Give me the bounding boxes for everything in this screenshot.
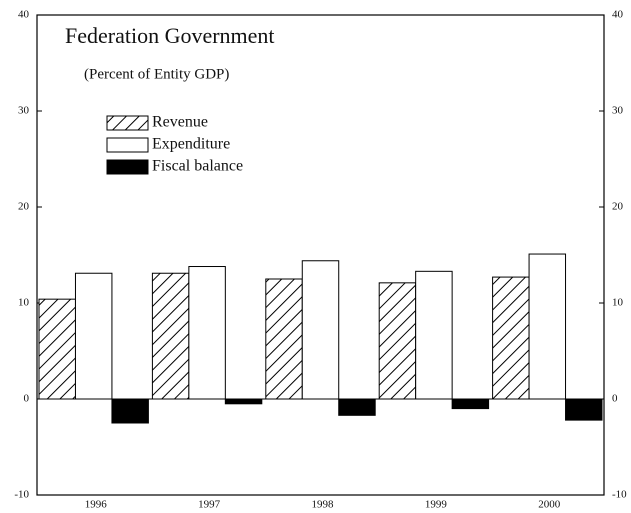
x-tick-label: 1999: [425, 499, 448, 511]
bar: [338, 398, 376, 416]
x-tick-label: 1996: [85, 499, 108, 511]
y-tick-label: -10: [14, 489, 29, 501]
chart-title: Federation Government: [65, 23, 275, 48]
bar: [74, 272, 113, 400]
bar: [415, 270, 453, 400]
y2-tick-label: 20: [612, 201, 624, 213]
x-tick-label: 1997: [198, 499, 221, 511]
legend-label: Expenditure: [152, 136, 230, 153]
bar: [151, 272, 190, 400]
legend-swatch: [106, 137, 149, 153]
x-tick-label: 2000: [538, 499, 561, 511]
bar: [301, 260, 340, 400]
y-tick-label: 10: [18, 297, 30, 309]
bar: [111, 398, 149, 424]
bar: [451, 398, 490, 410]
bar: [492, 276, 530, 400]
y2-tick-label: -10: [612, 489, 627, 501]
legend-swatch: [106, 115, 149, 131]
bar: [528, 253, 567, 400]
legend-label: Revenue: [152, 114, 208, 131]
y-tick-label: 40: [18, 9, 30, 21]
bar: [38, 298, 76, 400]
y-tick-label: 30: [18, 105, 30, 117]
bar: [265, 278, 303, 400]
y-tick-label: 0: [24, 393, 30, 405]
y2-tick-label: 0: [612, 393, 618, 405]
legend-swatch: [106, 159, 149, 175]
y-tick-label: 20: [18, 201, 30, 213]
x-tick-label: 1998: [312, 499, 335, 511]
chart-subtitle: (Percent of Entity GDP): [84, 66, 229, 82]
bar: [188, 266, 226, 400]
y2-tick-label: 40: [612, 9, 624, 21]
legend-label: Fiscal balance: [152, 158, 243, 175]
bar: [565, 398, 603, 421]
plot-frame: [36, 14, 605, 496]
bar: [378, 282, 417, 400]
y2-tick-label: 10: [612, 297, 624, 309]
y2-tick-label: 30: [612, 105, 624, 117]
bar: [224, 398, 263, 405]
